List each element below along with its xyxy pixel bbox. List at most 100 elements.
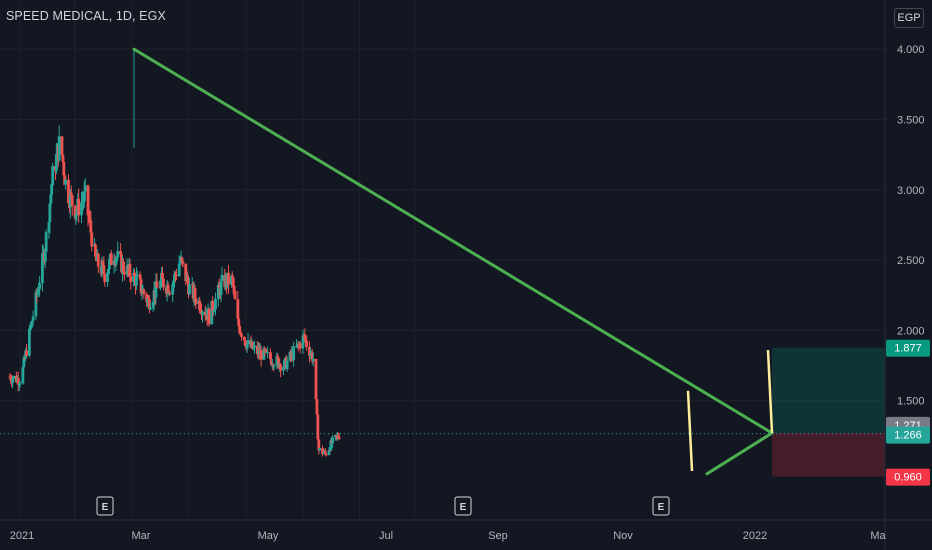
symbol-title: SPEED MEDICAL, 1D, EGX (6, 9, 166, 23)
candle-body (121, 261, 125, 272)
candle-body (43, 251, 47, 262)
candle-body (198, 300, 202, 311)
candle-body (322, 453, 325, 455)
candle-body (82, 191, 86, 202)
candle-body (100, 262, 104, 274)
candle-body (285, 360, 289, 369)
candle-body (171, 284, 175, 295)
downtrend-line (132, 47, 774, 435)
candle-body (86, 185, 90, 216)
candle-body (311, 358, 315, 362)
candle-body (236, 299, 240, 319)
candle-body (174, 273, 177, 275)
candle-body (51, 166, 55, 186)
candle-body (305, 340, 309, 347)
candle-body (90, 232, 94, 247)
candle-body (107, 269, 110, 273)
candle-body (69, 192, 73, 196)
candle-body (213, 309, 216, 312)
candle-body (188, 284, 191, 295)
candle-body (323, 451, 327, 454)
candle-body (233, 290, 237, 300)
candle-body (87, 215, 91, 219)
candle-body (166, 284, 170, 294)
candle-body (25, 350, 29, 356)
candle-body (251, 341, 255, 349)
candle-body (119, 251, 122, 255)
x-tick-label: Sep (488, 530, 508, 542)
earnings-event-marker[interactable]: E (454, 496, 472, 516)
price-tag-label: 1.266 (894, 430, 922, 442)
y-tick-label: 2.500 (897, 255, 925, 267)
price-tag-bg (886, 468, 930, 486)
candle-body (75, 210, 79, 216)
candle-body (9, 377, 13, 381)
candle-body (22, 357, 26, 368)
last-price-tag: 1.266 (886, 426, 930, 444)
candle-body (88, 218, 92, 221)
y-tick-label: 2.000 (897, 325, 925, 337)
candle-body (237, 318, 241, 326)
candle-body (203, 311, 207, 316)
x-tick-label: Jul (379, 530, 393, 542)
candle-body (315, 399, 319, 415)
candle-body (159, 280, 163, 288)
candle-body (282, 360, 286, 368)
candlestick-series (8, 49, 341, 457)
candle-body (317, 439, 321, 451)
price-tag-bg (886, 339, 930, 357)
y-tick-label: 3.500 (897, 115, 925, 127)
earnings-event-marker[interactable]: E (652, 496, 670, 516)
y-tick-label: 3.000 (897, 185, 925, 197)
price-tag-label: 0.960 (894, 472, 922, 484)
candle-body (243, 340, 247, 346)
candle-body (96, 253, 100, 267)
candle-body (301, 335, 305, 349)
candle-body (16, 378, 20, 385)
candle-body (214, 298, 217, 310)
candle-body (161, 272, 164, 279)
candle-body (207, 308, 211, 325)
currency-button[interactable]: EGP (894, 8, 924, 28)
candle-body (295, 343, 299, 347)
candle-body (148, 299, 151, 310)
candle-body (67, 179, 70, 204)
candle-body (242, 337, 246, 341)
candle-body (331, 437, 335, 444)
x-tick-label: 2021 (10, 530, 34, 542)
candle-body (37, 289, 41, 291)
candle-body (135, 275, 138, 286)
candle-body (103, 274, 107, 283)
candle-body (282, 367, 285, 371)
candle-body (172, 280, 176, 285)
candle-body (83, 185, 87, 192)
candle-body (34, 292, 38, 317)
candle-body (54, 154, 58, 172)
candle-body (295, 346, 298, 348)
candle-body (50, 185, 54, 195)
candle-body (245, 344, 249, 349)
candle-body (329, 440, 333, 451)
candle-body (151, 302, 155, 308)
candle-body (230, 276, 234, 278)
candle-body (216, 284, 220, 299)
candle-body (212, 311, 216, 313)
candle-body (227, 272, 230, 285)
candle-body (178, 260, 182, 264)
candle-body (276, 356, 280, 359)
candle-body (61, 154, 65, 162)
candle-body (158, 287, 162, 289)
candle-body (314, 358, 318, 400)
x-tick-label: 2022 (743, 530, 767, 542)
candle-body (184, 263, 188, 282)
earnings-event-marker[interactable]: E (96, 496, 114, 516)
x-tick-label: Mar (132, 530, 151, 542)
candle-body (310, 352, 314, 362)
candle-body (101, 262, 105, 266)
candle-body (177, 263, 181, 277)
candle-body (201, 311, 204, 315)
candle-body (142, 289, 146, 295)
candle-body (109, 253, 113, 265)
candle-body (133, 272, 136, 277)
